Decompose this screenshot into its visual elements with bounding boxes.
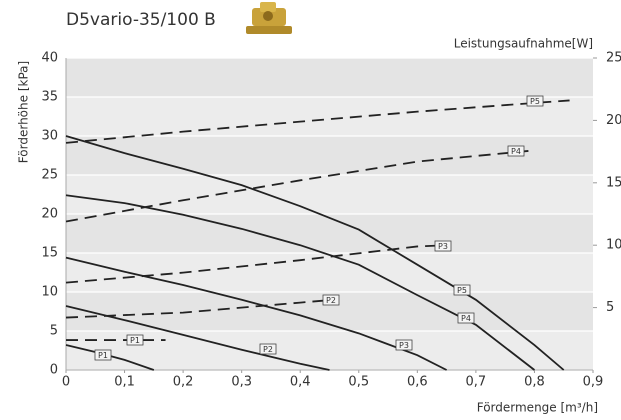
- y-tick-label: 10: [41, 285, 58, 300]
- power-curve: [65, 244, 447, 284]
- y2-tick-label: 5: [606, 300, 614, 315]
- pressure-curve: [65, 135, 565, 371]
- curve-label-box: [457, 312, 475, 324]
- y2-tick-label: 10: [606, 238, 621, 253]
- curve-label-box: [453, 284, 471, 296]
- y2-axis-label: Leistungsaufnahme[W]: [454, 37, 593, 51]
- curve-label-box: [434, 240, 452, 252]
- curve-label: P1: [98, 351, 108, 360]
- x-tick-label: 0: [62, 375, 70, 390]
- curve-label-box: [322, 294, 340, 306]
- x-tick-label: 0,1: [114, 375, 135, 390]
- y-tick-label: 40: [41, 51, 58, 66]
- band: [66, 331, 593, 370]
- y-tick-label: 35: [41, 90, 58, 105]
- y-tick-label: 20: [41, 207, 58, 222]
- curve-label-box: [94, 349, 112, 361]
- curve-label-box: [259, 343, 277, 355]
- curve-label: P2: [326, 296, 336, 305]
- y-tick-label: 25: [41, 168, 58, 183]
- x-tick-label: 0,9: [583, 375, 604, 390]
- curve-label: P4: [511, 147, 521, 156]
- curve-label: P2: [263, 345, 273, 354]
- y-tick-label: 15: [41, 246, 58, 261]
- x-tick-label: 0,5: [348, 375, 369, 390]
- curve-label: P1: [130, 336, 140, 345]
- curve-label-box: [126, 334, 144, 346]
- x-tick-label: 0,8: [524, 375, 545, 390]
- curve-label: P3: [438, 242, 448, 251]
- pump-icon: [246, 2, 292, 34]
- x-tick-label: 0,4: [290, 375, 311, 390]
- band: [66, 175, 593, 214]
- y2-tick-label: 15: [606, 175, 621, 190]
- x-tick-label: 0,6: [407, 375, 428, 390]
- curve-label-box: [526, 95, 544, 107]
- x-axis-label: Fördermenge [m³/h]: [477, 401, 598, 415]
- y-tick-label: 0: [50, 363, 58, 378]
- y-tick-label: 5: [50, 324, 58, 339]
- curve-label: P3: [399, 341, 409, 350]
- band: [66, 253, 593, 292]
- band: [66, 97, 593, 136]
- curve-label-box: [395, 339, 413, 351]
- curve-label-box: [507, 145, 525, 157]
- y-axis-label: Förderhöhe [kPa]: [17, 61, 31, 163]
- curve-label: P5: [530, 97, 540, 106]
- x-tick-label: 0,2: [173, 375, 194, 390]
- curve-label: P5: [457, 286, 467, 295]
- pressure-curve: [65, 305, 330, 371]
- pressure-curve: [65, 256, 448, 371]
- x-tick-label: 0,7: [466, 375, 487, 390]
- power-curve: [65, 149, 535, 223]
- y-tick-label: 30: [41, 129, 58, 144]
- chart-title: D5vario-35/100 B: [66, 10, 216, 30]
- x-tick-label: 0,3: [231, 375, 252, 390]
- y2-tick-label: 25: [606, 51, 621, 66]
- y2-tick-label: 20: [606, 113, 621, 128]
- curve-label: P4: [461, 314, 471, 323]
- power-curve: [65, 299, 330, 319]
